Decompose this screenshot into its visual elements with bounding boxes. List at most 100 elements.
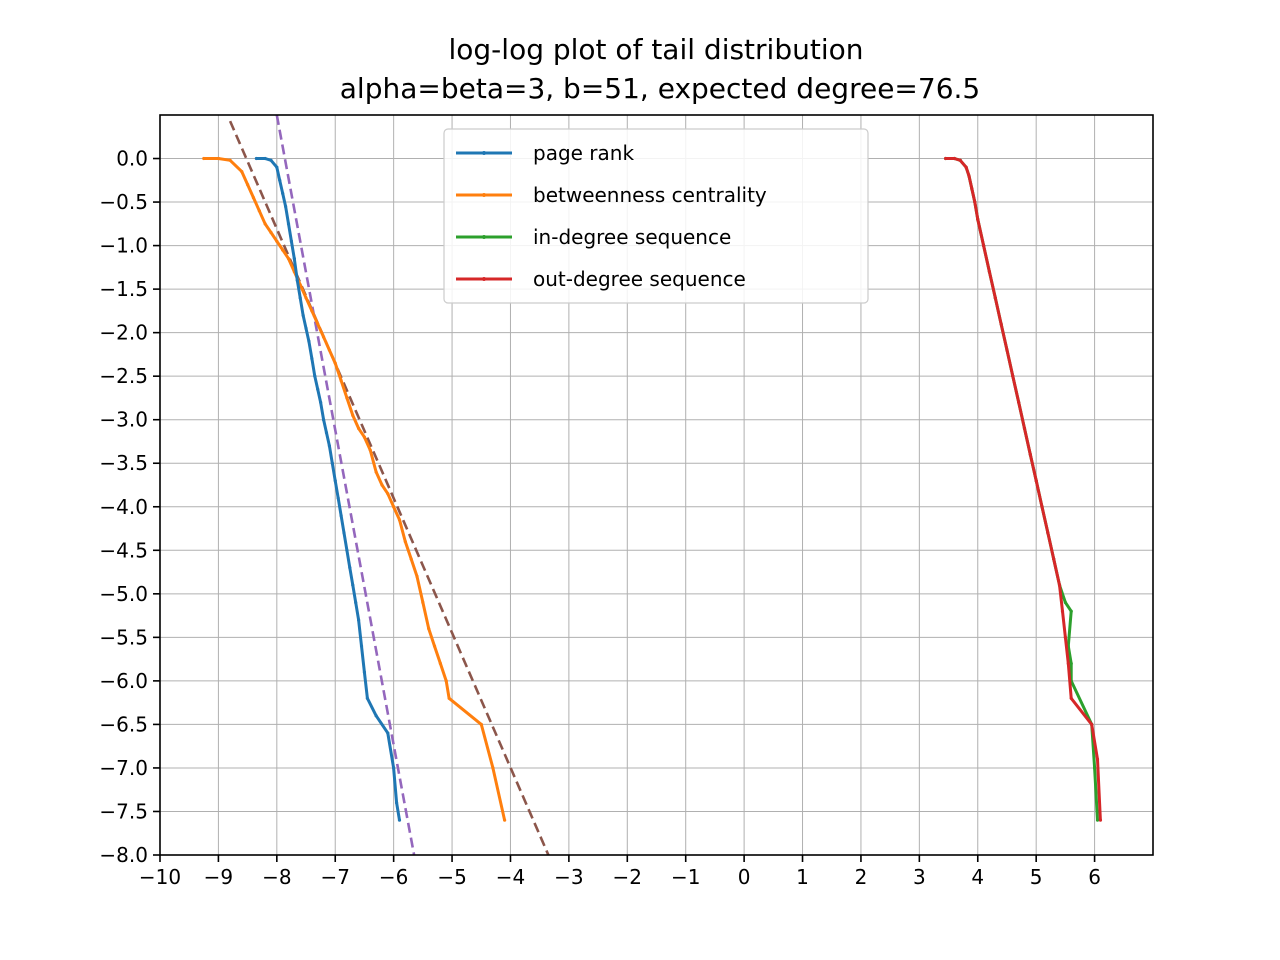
data-point — [362, 670, 367, 674]
series-line-page-rank — [256, 157, 401, 821]
data-point — [324, 431, 329, 435]
x-tick-label: −10 — [139, 865, 181, 889]
data-point — [1057, 583, 1062, 587]
data-point — [987, 270, 992, 274]
data-point — [307, 339, 311, 343]
data-point — [1063, 635, 1067, 639]
axes-frame — [159, 114, 1154, 856]
x-tick-label: −9 — [204, 865, 233, 889]
x-tick-label: −5 — [437, 865, 466, 889]
data-point — [275, 239, 279, 243]
data-point — [278, 178, 282, 182]
x-tick-label: −1 — [671, 865, 700, 889]
data-point — [1011, 374, 1015, 378]
data-point — [313, 374, 317, 378]
data-point — [415, 574, 419, 579]
data-point — [503, 818, 507, 822]
data-point — [386, 492, 390, 496]
x-tick-label: 4 — [971, 865, 984, 889]
data-point — [952, 156, 957, 161]
data-point — [310, 309, 314, 313]
y-tick-label: −6.0 — [99, 669, 148, 693]
legend-marker — [482, 151, 486, 155]
y-tick-label: −1.5 — [99, 277, 148, 301]
data-point — [386, 731, 390, 735]
data-point — [958, 158, 962, 162]
x-tick-label: −4 — [496, 865, 525, 889]
data-point — [316, 322, 320, 326]
x-tick-label: 3 — [913, 865, 926, 889]
y-tick-label: −4.0 — [99, 495, 148, 519]
data-point — [202, 156, 206, 161]
data-point — [491, 766, 495, 770]
data-point — [357, 618, 361, 622]
legend-label: out-degree sequence — [533, 267, 746, 291]
x-tick-label: −7 — [320, 865, 349, 889]
data-point — [427, 627, 431, 631]
data-point — [392, 505, 396, 509]
data-point — [1063, 600, 1067, 605]
x-tick-label: −3 — [554, 865, 583, 889]
data-point — [403, 539, 407, 544]
data-point — [298, 296, 302, 300]
data-point — [254, 156, 258, 161]
data-point — [357, 426, 361, 431]
x-tick-label: 5 — [1030, 865, 1043, 889]
data-point — [964, 165, 968, 169]
data-point — [246, 183, 250, 187]
data-point — [1005, 348, 1009, 352]
legend-label: betweenness centrality — [533, 183, 767, 207]
y-tick-label: −5.0 — [99, 582, 148, 606]
y-tick-label: −6.5 — [99, 712, 148, 736]
data-point — [368, 448, 372, 452]
data-point — [432, 644, 437, 648]
data-point — [1040, 505, 1044, 509]
y-tick-label: −8.0 — [99, 843, 148, 867]
data-point — [970, 187, 974, 191]
data-point — [295, 278, 299, 283]
y-tick-label: −7.5 — [99, 799, 148, 823]
legend-marker — [482, 235, 486, 239]
y-tick-label: −3.0 — [99, 408, 148, 432]
legend-marker — [482, 193, 486, 197]
y-axis: 0.0 −0.5 −1.0 −1.5 −2.0 −2.5 −3.0 −3.5 −4.0 −4.5 −… — [99, 147, 160, 867]
data-point — [479, 722, 483, 727]
data-point — [263, 222, 267, 226]
data-point — [973, 200, 977, 204]
data-point — [1066, 661, 1070, 666]
data-point — [281, 248, 285, 252]
data-point — [397, 818, 402, 822]
legend-label: page rank — [533, 141, 634, 165]
y-tick-label: −2.5 — [99, 364, 148, 388]
data-point — [976, 217, 980, 222]
y-tick-label: 0.0 — [116, 147, 148, 171]
data-point — [1052, 557, 1056, 561]
data-point — [392, 766, 396, 770]
x-tick-label: 2 — [855, 865, 868, 889]
data-point — [304, 296, 308, 300]
y-tick-label: −0.5 — [99, 190, 148, 214]
chart-title: log-log plot of tail distribution — [449, 33, 864, 66]
legend-marker — [482, 277, 486, 281]
data-point — [394, 801, 399, 805]
series-line-fit-line-5 — [228, 120, 550, 856]
data-point — [257, 209, 261, 213]
chart-subtitle: alpha=beta=3, b=51, expected degree=76.5 — [340, 72, 980, 105]
data-point — [944, 156, 948, 161]
data-point — [336, 496, 340, 500]
x-tick-label: 1 — [796, 865, 809, 889]
x-tick-label: 0 — [738, 865, 751, 889]
data-point — [289, 239, 294, 243]
legend-box — [443, 128, 869, 304]
data-point — [216, 156, 221, 161]
x-tick-label: −8 — [262, 865, 291, 889]
series-line-fit-line-4 — [275, 114, 416, 856]
data-point — [304, 326, 308, 330]
plot-area — [202, 114, 1103, 856]
data-point — [228, 158, 232, 162]
y-tick-label: −5.5 — [99, 625, 148, 649]
y-tick-label: −3.5 — [99, 451, 148, 475]
y-tick-label: −4.5 — [99, 538, 148, 562]
data-point — [292, 257, 296, 261]
